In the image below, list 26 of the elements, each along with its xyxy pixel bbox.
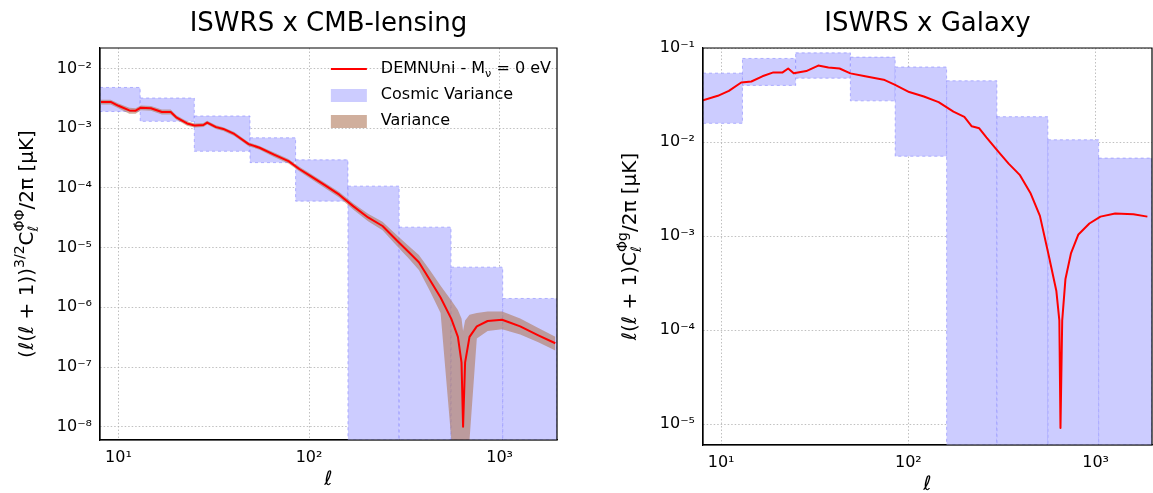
y-tick-label: 10⁻³ bbox=[56, 117, 92, 137]
y-tick-label: 10⁻¹ bbox=[659, 37, 695, 57]
x-tick-label: 10³ bbox=[486, 446, 514, 466]
chart-title: ISWRS x Galaxy bbox=[824, 6, 1031, 37]
y-tick-label: 10⁻⁴ bbox=[56, 177, 92, 197]
x-axis-title: ℓ bbox=[323, 466, 333, 491]
x-tick-label: 10³ bbox=[1082, 451, 1110, 471]
legend-label: Cosmic Variance bbox=[380, 84, 514, 104]
y-tick-label: 10⁻⁷ bbox=[56, 356, 92, 376]
y-tick-label: 10⁻⁵ bbox=[659, 413, 695, 433]
x-tick-label: 10² bbox=[295, 446, 323, 466]
x-axis-title: ℓ bbox=[922, 471, 932, 493]
y-tick-label: 10⁻² bbox=[56, 57, 92, 77]
y-tick-label: 10⁻³ bbox=[659, 225, 695, 245]
legend-label: Variance bbox=[380, 110, 450, 130]
y-tick-label: 10⁻² bbox=[659, 131, 695, 151]
y-tick-label: 10⁻⁶ bbox=[56, 296, 92, 316]
x-tick-label: 10¹ bbox=[707, 451, 735, 471]
y-tick-label: 10⁻⁸ bbox=[56, 415, 92, 435]
y-axis-title: (ℓ(ℓ + 1))3/2CℓΦ̇Φ/2π [μK] bbox=[10, 130, 41, 358]
chart-title: ISWRS x CMB-lensing bbox=[189, 6, 468, 37]
y-tick-label: 10⁻⁵ bbox=[56, 236, 92, 256]
y-tick-label: 10⁻⁴ bbox=[659, 319, 695, 339]
x-tick-label: 10² bbox=[895, 451, 922, 471]
x-tick-label: 10¹ bbox=[105, 446, 132, 466]
y-axis-title: ℓ(ℓ + 1)CℓΦ̇g/2π [μK] bbox=[613, 152, 644, 342]
